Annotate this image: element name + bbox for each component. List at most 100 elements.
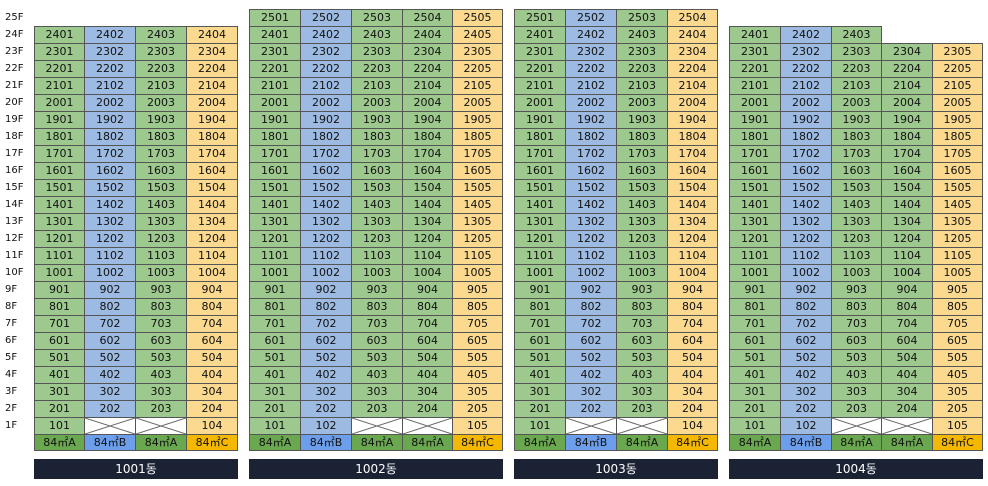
unit-cell: 1101 [729,247,781,265]
unit-cell: 401 [729,366,781,384]
unit-cell: 1904 [667,111,718,129]
unit-cell: 804 [881,298,933,316]
unit-cell: 1303 [351,213,403,231]
unit-cell: 2101 [729,77,781,95]
cross-mark-icon [136,418,186,434]
unit-cell: 1804 [402,128,453,146]
unit-cell: 301 [514,383,566,401]
unit-cell: 2102 [84,77,136,95]
unit-cell: 201 [34,400,85,418]
unit-cell: 302 [565,383,617,401]
unit-cell: 1404 [186,196,238,214]
unit-type-label: 84㎡C [186,434,238,451]
unit-cell: 1201 [729,230,781,248]
unit-cell: 2202 [84,60,136,78]
unit-cell: 802 [300,298,352,316]
unit-cell: 2203 [351,60,403,78]
unit-cell: 1403 [616,196,668,214]
unit-cell: 1403 [135,196,187,214]
unit-cell: 2304 [186,43,238,61]
unit-cell: 1302 [780,213,832,231]
unit-cell: 905 [932,281,983,299]
unit-cell: 2304 [667,43,718,61]
floor-label: 16F [5,165,24,176]
unit-cell: 2404 [667,26,718,44]
unit-cell: 404 [881,366,933,384]
floor-label: 8F [5,301,18,312]
building-name: 1001동 [34,459,238,479]
unit-cell: 501 [729,349,781,367]
unit-cell: 2002 [780,94,832,112]
unit-cell: 102 [300,417,352,435]
unit-cell: 405 [452,366,503,384]
unit-cell: 1002 [300,264,352,282]
unit-cell: 701 [249,315,301,333]
unit-cell: 904 [402,281,453,299]
unit-cell: 901 [34,281,85,299]
floor-label: 2F [5,403,18,414]
unit-cell: 2503 [351,9,403,27]
unit-cell: 401 [514,366,566,384]
unit-type-label: 84㎡B [84,434,136,451]
unit-cell: 903 [351,281,403,299]
unit-cell: 1502 [780,179,832,197]
unit-cell: 2504 [667,9,718,27]
unit-type-label: 84㎡A [351,434,403,451]
unit-cell: 803 [616,298,668,316]
unit-cell: 1303 [616,213,668,231]
unit-cell: 1104 [667,247,718,265]
unit-cell: 1701 [514,145,566,163]
unit-cell: 1203 [616,230,668,248]
unit-cell: 1501 [729,179,781,197]
unit-cell: 1503 [135,179,187,197]
unit-cell: 702 [300,315,352,333]
cross-mark-icon [403,418,452,434]
unit-cell: 2303 [135,43,187,61]
unit-cell: 702 [84,315,136,333]
empty-unit [565,417,617,435]
unit-cell: 801 [249,298,301,316]
unit-cell: 502 [84,349,136,367]
unit-cell: 1403 [351,196,403,214]
unit-cell: 1505 [932,179,983,197]
unit-cell: 1104 [881,247,933,265]
unit-cell: 1504 [667,179,718,197]
unit-cell: 2202 [565,60,617,78]
unit-cell: 1504 [402,179,453,197]
unit-cell: 602 [780,332,832,350]
unit-cell: 304 [402,383,453,401]
unit-cell: 602 [300,332,352,350]
unit-cell: 702 [565,315,617,333]
unit-cell: 1202 [780,230,832,248]
unit-cell: 303 [135,383,187,401]
unit-cell: 802 [780,298,832,316]
unit-cell: 1701 [729,145,781,163]
unit-cell: 702 [780,315,832,333]
unit-cell: 1204 [186,230,238,248]
unit-cell: 1804 [186,128,238,146]
unit-cell: 701 [514,315,566,333]
unit-cell: 1302 [84,213,136,231]
unit-cell: 501 [249,349,301,367]
unit-cell: 1001 [729,264,781,282]
empty-unit [881,417,933,435]
unit-cell: 2004 [402,94,453,112]
unit-cell: 1005 [932,264,983,282]
unit-type-label: 84㎡B [565,434,617,451]
unit-cell: 905 [452,281,503,299]
unit-cell: 503 [831,349,882,367]
unit-cell: 1101 [34,247,85,265]
unit-cell: 2205 [452,60,503,78]
floor-label: 12F [5,233,24,244]
unit-cell: 1401 [249,196,301,214]
floor-label: 20F [5,97,24,108]
unit-cell: 801 [729,298,781,316]
unit-cell: 1201 [514,230,566,248]
floor-label: 11F [5,250,24,261]
unit-cell: 904 [881,281,933,299]
unit-cell: 1105 [452,247,503,265]
unit-cell: 2504 [402,9,453,27]
unit-cell: 1205 [932,230,983,248]
unit-cell: 1502 [84,179,136,197]
unit-cell: 1202 [565,230,617,248]
